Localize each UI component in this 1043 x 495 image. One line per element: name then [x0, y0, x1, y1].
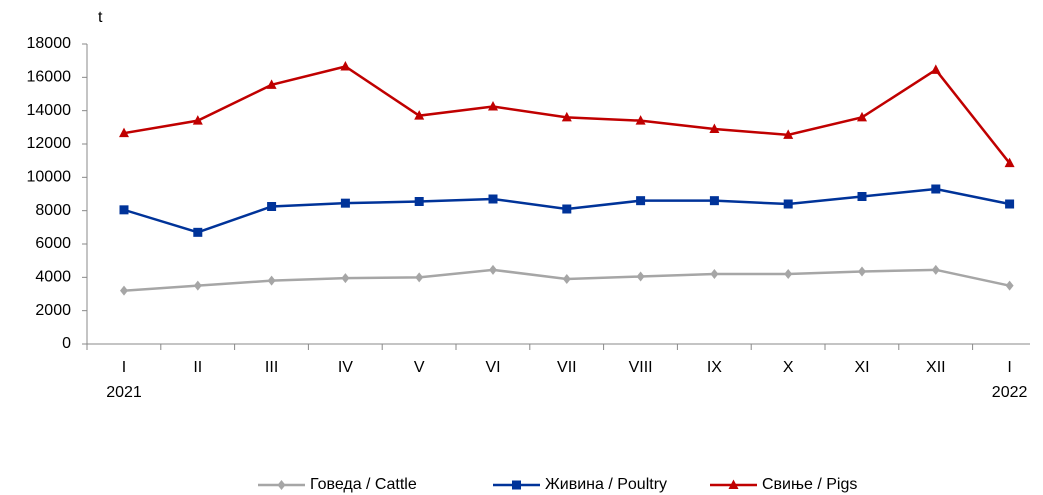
x-tick-label: V [414, 359, 425, 376]
y-tick-label: 12000 [27, 135, 72, 152]
marker [636, 196, 646, 206]
x-tick-label: X [783, 359, 794, 376]
y-tick-label: 2000 [35, 302, 71, 319]
x-year-label: 2022 [992, 384, 1028, 401]
marker [512, 480, 521, 490]
x-year-label: 2021 [106, 384, 142, 401]
legend-label: Живина / Poultry [545, 476, 667, 493]
marker [488, 194, 498, 204]
marker [931, 264, 940, 275]
marker [728, 479, 739, 489]
x-tick-label: I [122, 359, 126, 376]
marker [119, 127, 129, 138]
marker [930, 64, 941, 74]
marker [489, 264, 497, 275]
marker [709, 123, 720, 133]
y-tick-label: 4000 [35, 269, 71, 286]
y-tick-label: 18000 [27, 35, 72, 52]
marker [120, 285, 128, 296]
marker [267, 275, 276, 286]
legend-label: Свиње / Pigs [762, 476, 857, 493]
marker [857, 111, 867, 122]
marker [193, 280, 202, 291]
y-tick-label: 16000 [27, 69, 72, 86]
x-tick-label: IX [707, 359, 722, 376]
marker [119, 205, 129, 215]
x-tick-label: VII [557, 359, 577, 376]
x-tick-label: II [193, 359, 202, 376]
x-tick-label: XI [854, 359, 869, 376]
marker [784, 269, 793, 279]
marker [857, 192, 867, 201]
marker [193, 227, 203, 237]
y-tick-label: 14000 [27, 102, 72, 119]
y-unit: t [98, 9, 103, 26]
marker [192, 115, 203, 125]
marker [931, 184, 941, 194]
y-tick-label: 6000 [35, 235, 71, 252]
marker [266, 79, 277, 89]
y-tick-label: 0 [62, 335, 71, 352]
marker [340, 198, 350, 208]
x-tick-label: VI [485, 359, 500, 376]
marker [414, 110, 425, 120]
marker [709, 196, 719, 206]
marker [340, 61, 351, 71]
marker [267, 202, 277, 211]
marker [341, 273, 350, 284]
legend-label: Говеда / Cattle [310, 476, 417, 493]
x-tick-label: XII [926, 359, 946, 376]
marker [710, 269, 719, 279]
x-tick-label: I [1007, 359, 1011, 376]
marker [1004, 157, 1015, 168]
marker [783, 199, 793, 209]
marker [414, 197, 424, 206]
marker [858, 266, 866, 277]
y-tick-label: 8000 [35, 202, 71, 219]
marker [415, 272, 424, 283]
marker [561, 111, 572, 122]
marker [636, 271, 645, 282]
x-tick-label: IV [338, 359, 353, 376]
x-tick-label: VIII [629, 359, 653, 376]
marker [1005, 280, 1014, 291]
marker [277, 480, 286, 490]
marker [635, 115, 646, 125]
marker [562, 274, 571, 284]
x-tick-label: III [265, 359, 278, 376]
marker [1005, 199, 1015, 209]
marker [488, 101, 498, 111]
marker [562, 204, 572, 214]
marker [783, 129, 794, 139]
y-tick-label: 10000 [27, 169, 72, 186]
